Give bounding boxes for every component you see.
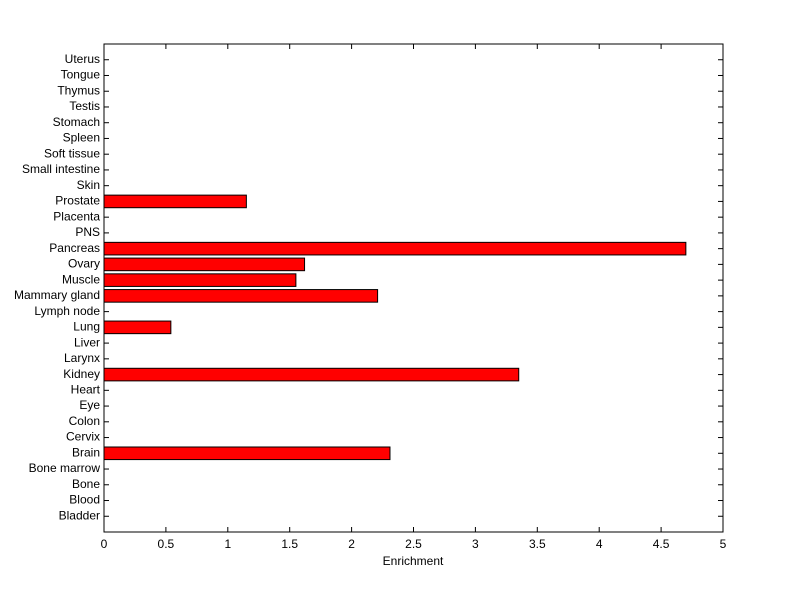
y-tick-label: Kidney (63, 367, 100, 381)
y-tick-label: Brain (72, 445, 100, 459)
x-tick-label: 3 (472, 537, 479, 551)
bar (103, 257, 306, 272)
y-tick-label: Lymph node (34, 304, 100, 318)
y-tick-label: Eye (79, 398, 100, 412)
y-tick-label: Heart (71, 382, 101, 396)
x-tick-label: 0.5 (158, 537, 175, 551)
x-tick-label: 4.5 (653, 537, 670, 551)
y-tick-label: Tongue (61, 68, 101, 82)
x-tick-label: 2 (348, 537, 355, 551)
bar (103, 446, 391, 461)
x-tick-label: 1 (224, 537, 231, 551)
y-tick-label: Small intestine (22, 162, 100, 176)
y-tick-label: Skin (77, 178, 100, 192)
bar (103, 194, 247, 209)
y-tick-label: Cervix (66, 430, 100, 444)
y-tick-label: Soft tissue (44, 146, 100, 160)
y-tick-label: Bone (72, 477, 100, 491)
x-tick-label: 5 (720, 537, 727, 551)
y-tick-label: Bone marrow (29, 461, 101, 475)
y-tick-label: Mammary gland (14, 288, 100, 302)
y-tick-label: Bladder (59, 508, 100, 522)
y-tick-label: Pancreas (49, 241, 100, 255)
y-tick-label: Prostate (55, 194, 100, 208)
bar (103, 241, 687, 256)
bar (103, 273, 297, 287)
y-tick-label: Lung (73, 320, 100, 334)
x-axis-label: Enrichment (383, 554, 444, 568)
x-tick-label: 1.5 (281, 537, 298, 551)
y-tick-label: Ovary (68, 257, 100, 271)
x-tick-label: 2.5 (405, 537, 422, 551)
y-tick-label: Placenta (53, 209, 100, 223)
x-tick-label: 4 (596, 537, 603, 551)
y-tick-label: Thymus (57, 83, 100, 97)
x-tick-label: 0 (101, 537, 108, 551)
y-tick-label: Muscle (62, 272, 100, 286)
x-tick-label: 3.5 (529, 537, 546, 551)
y-tick-label: Testis (69, 99, 100, 113)
y-tick-label: Stomach (53, 115, 100, 129)
y-tick-label: PNS (75, 225, 100, 239)
y-tick-label: Larynx (64, 351, 100, 365)
bar (103, 367, 520, 382)
y-tick-label: Spleen (63, 131, 100, 145)
y-tick-label: Liver (74, 335, 100, 349)
y-tick-label: Blood (69, 493, 100, 507)
bar (103, 320, 172, 335)
bar (103, 289, 379, 303)
y-tick-label: Colon (69, 414, 100, 428)
y-tick-label: Uterus (65, 52, 100, 66)
